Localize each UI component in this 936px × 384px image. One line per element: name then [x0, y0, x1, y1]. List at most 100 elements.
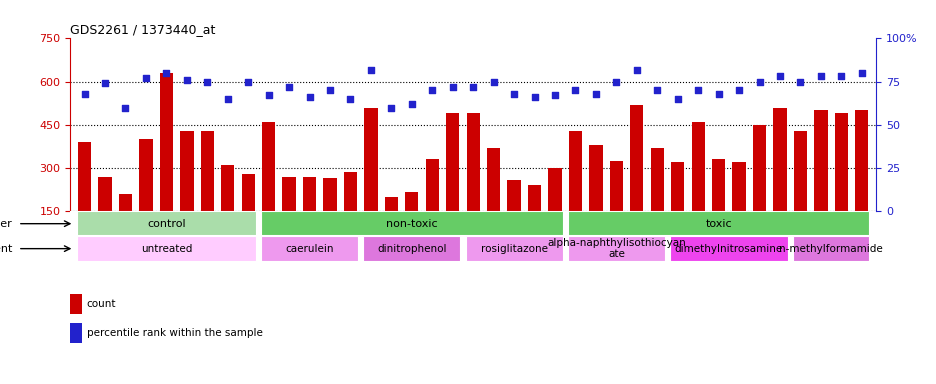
Point — [282, 84, 297, 90]
Bar — [282, 177, 296, 255]
Bar — [691, 122, 704, 255]
Bar — [670, 162, 683, 255]
Bar — [98, 177, 111, 255]
Point — [608, 79, 623, 85]
Point — [404, 101, 419, 107]
Bar — [323, 178, 336, 255]
Point — [322, 87, 337, 93]
Bar — [77, 236, 256, 261]
Point — [526, 94, 541, 100]
Point — [179, 77, 194, 83]
Bar — [568, 131, 581, 255]
Point — [220, 96, 235, 102]
Bar — [344, 172, 357, 255]
Bar — [262, 122, 275, 255]
Point — [139, 75, 154, 81]
Bar — [567, 211, 869, 236]
Bar — [446, 113, 459, 255]
Bar — [70, 323, 81, 343]
Point — [343, 96, 358, 102]
Point — [97, 80, 112, 86]
Bar — [78, 142, 91, 255]
Text: other: other — [0, 218, 12, 229]
Text: caerulein: caerulein — [285, 243, 333, 254]
Text: agent: agent — [0, 243, 12, 254]
Bar — [139, 139, 153, 255]
Text: control: control — [147, 218, 185, 229]
Text: dinitrophenol: dinitrophenol — [376, 243, 446, 254]
Bar — [793, 131, 806, 255]
Point — [731, 87, 746, 93]
Bar — [159, 73, 173, 255]
Point — [771, 73, 786, 79]
Point — [77, 91, 92, 97]
Bar — [364, 108, 377, 255]
Bar — [669, 236, 787, 261]
Text: count: count — [86, 299, 116, 309]
Bar — [466, 113, 479, 255]
Bar — [404, 192, 418, 255]
Point — [629, 66, 644, 73]
Bar — [261, 236, 358, 261]
Bar — [589, 145, 602, 255]
Text: dimethylnitrosamine: dimethylnitrosamine — [674, 243, 782, 254]
Point — [465, 84, 480, 90]
Bar — [650, 148, 664, 255]
Bar — [221, 165, 234, 255]
Bar — [711, 159, 724, 255]
Point — [506, 91, 521, 97]
Point — [241, 79, 256, 85]
Bar — [855, 111, 868, 255]
Text: GDS2261 / 1373440_at: GDS2261 / 1373440_at — [70, 23, 215, 36]
Bar — [385, 197, 398, 255]
Point — [669, 96, 684, 102]
Text: toxic: toxic — [705, 218, 731, 229]
Point — [567, 87, 582, 93]
Bar — [180, 131, 194, 255]
Point — [588, 91, 603, 97]
Point — [812, 73, 827, 79]
Bar — [609, 161, 622, 255]
Point — [752, 79, 767, 85]
Bar — [363, 236, 460, 261]
Point — [854, 70, 869, 76]
Text: rosiglitazone: rosiglitazone — [480, 243, 547, 254]
Bar — [567, 236, 665, 261]
Bar — [425, 159, 438, 255]
Point — [445, 84, 460, 90]
Point — [547, 92, 562, 98]
Bar — [200, 131, 213, 255]
Bar — [77, 211, 256, 236]
Bar — [834, 113, 847, 255]
Text: alpha-naphthylisothiocyan
ate: alpha-naphthylisothiocyan ate — [547, 238, 685, 260]
Point — [649, 87, 664, 93]
Point — [833, 73, 848, 79]
Bar — [465, 236, 562, 261]
Point — [199, 79, 214, 85]
Bar — [527, 185, 541, 255]
Bar — [772, 108, 786, 255]
Point — [118, 104, 133, 111]
Point — [690, 87, 705, 93]
Bar — [241, 174, 255, 255]
Text: untreated: untreated — [140, 243, 192, 254]
Point — [424, 87, 439, 93]
Bar — [119, 194, 132, 255]
Bar — [732, 162, 745, 255]
Point — [363, 66, 378, 73]
Point — [159, 70, 174, 76]
Text: non-toxic: non-toxic — [386, 218, 437, 229]
Bar — [507, 180, 520, 255]
Bar — [487, 148, 500, 255]
Bar — [548, 168, 561, 255]
Point — [792, 79, 807, 85]
Bar — [752, 125, 766, 255]
Bar — [630, 104, 643, 255]
Bar — [70, 294, 81, 314]
Point — [301, 94, 316, 100]
Bar — [813, 111, 826, 255]
Bar — [792, 236, 869, 261]
Bar — [302, 177, 315, 255]
Point — [486, 79, 501, 85]
Point — [710, 91, 725, 97]
